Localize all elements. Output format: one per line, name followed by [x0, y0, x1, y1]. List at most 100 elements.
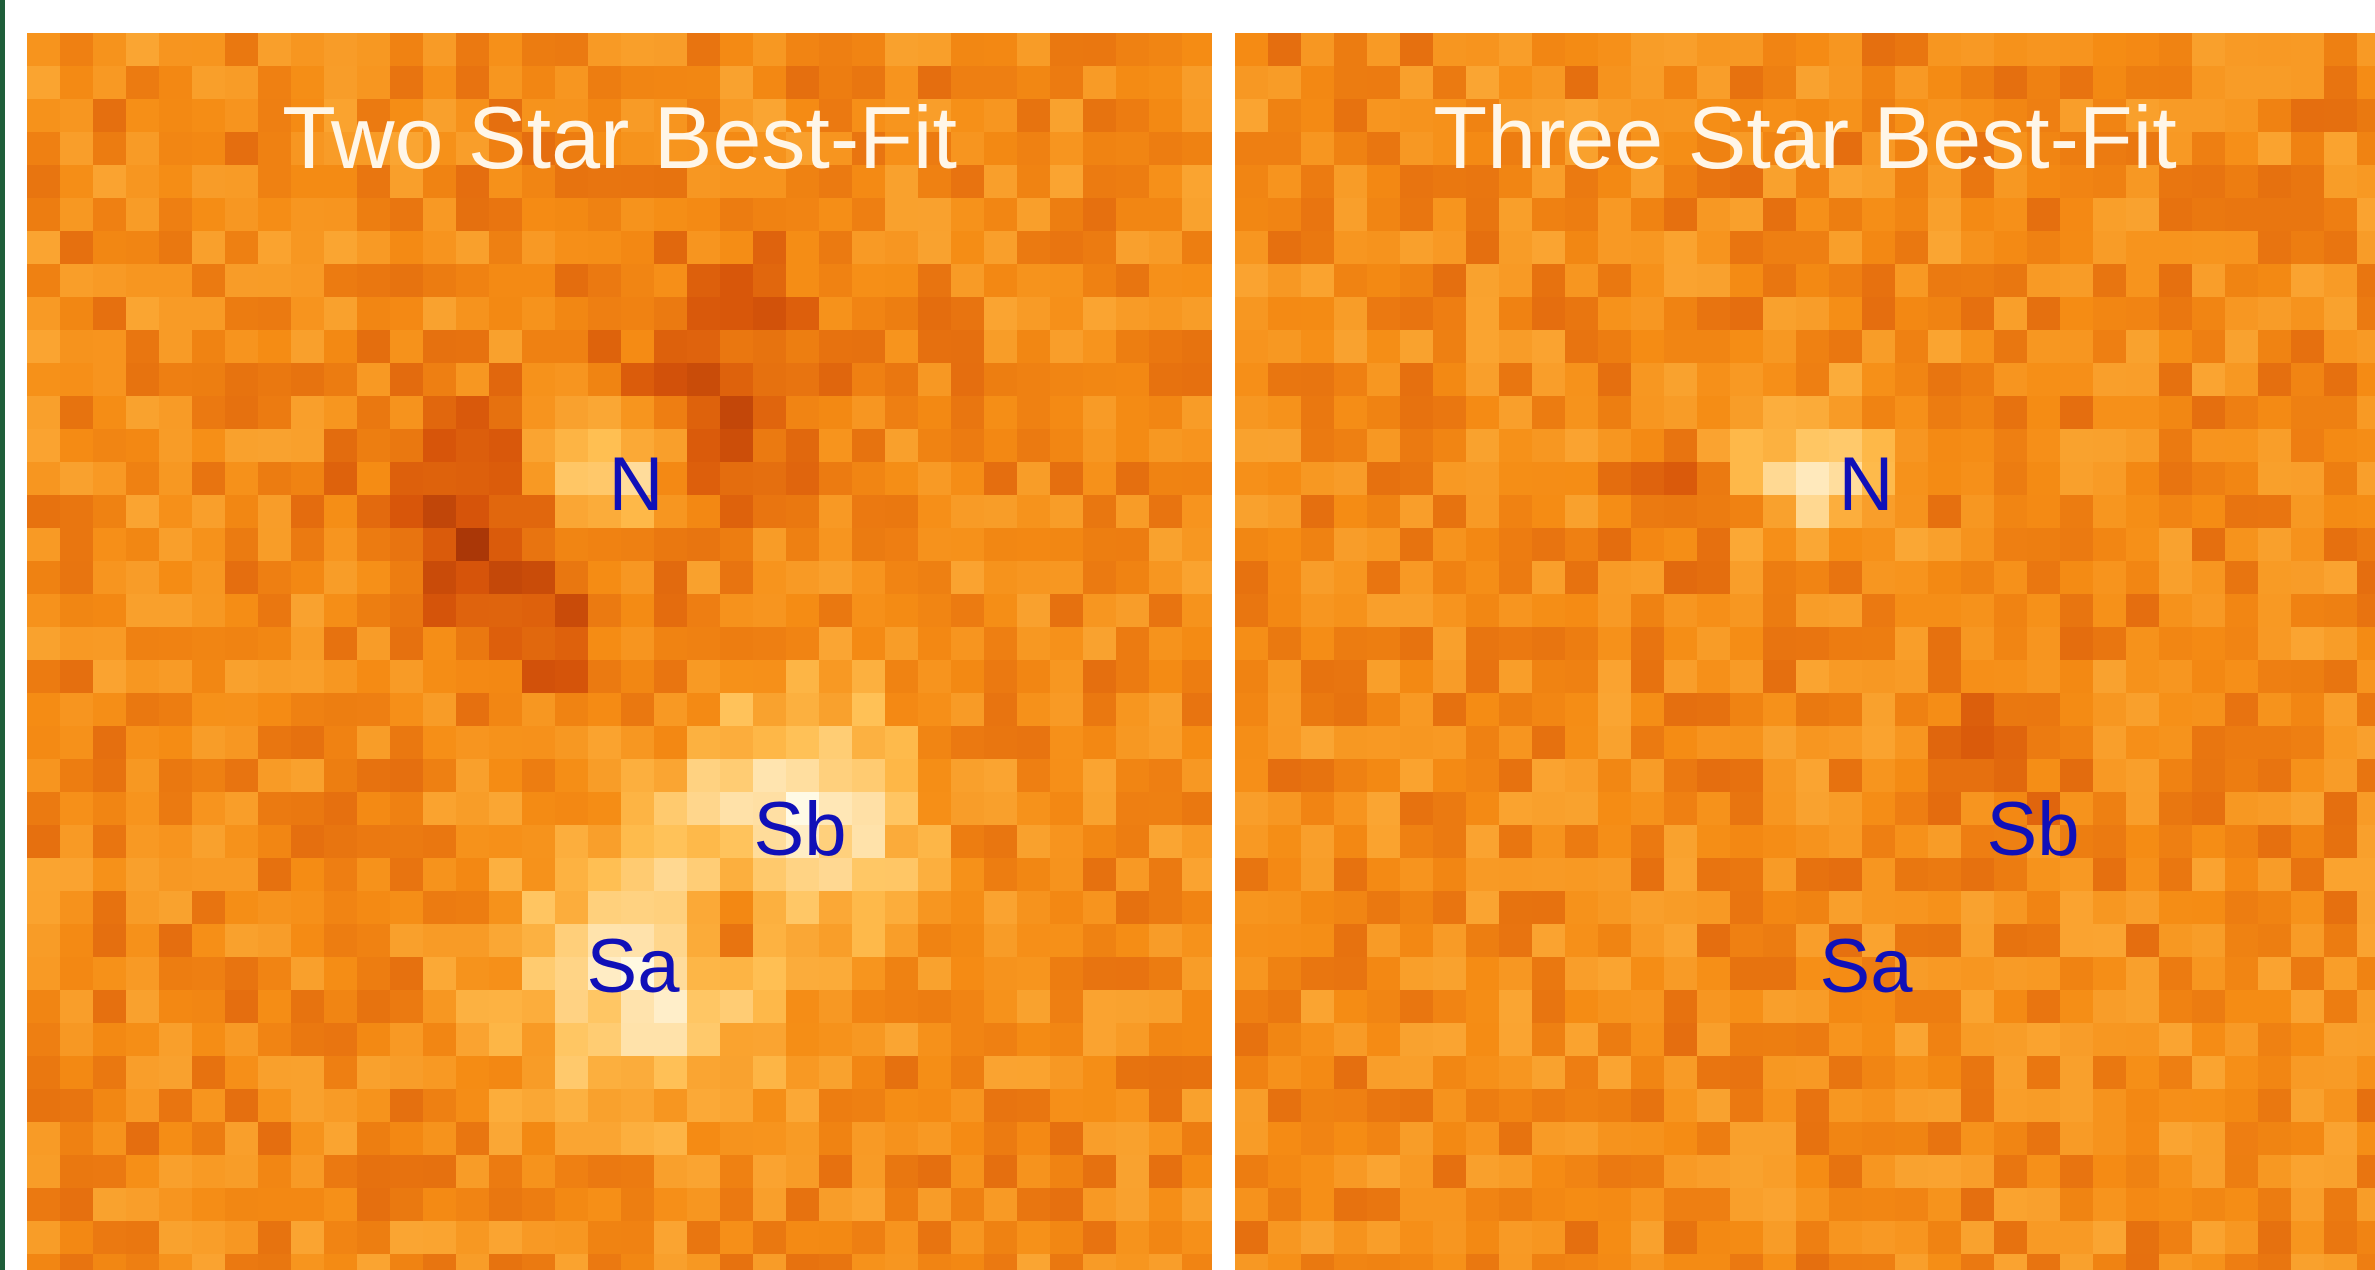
pixel: [1182, 726, 1212, 759]
pixel: [324, 462, 357, 495]
pixel: [2258, 924, 2291, 957]
pixel: [1334, 594, 1367, 627]
pixel: [984, 627, 1017, 660]
pixel: [1116, 264, 1149, 297]
pixel: [1994, 528, 2027, 561]
pixel: [1433, 693, 1466, 726]
pixel: [753, 957, 786, 990]
pixel: [1829, 561, 1862, 594]
pixel: [852, 528, 885, 561]
pixel: [423, 594, 456, 627]
pixel: [126, 396, 159, 429]
pixel: [2357, 1056, 2375, 1089]
pixel: [2126, 363, 2159, 396]
pixel: [2093, 462, 2126, 495]
pixel: [225, 1188, 258, 1221]
pixel: [1116, 330, 1149, 363]
pixel: [918, 495, 951, 528]
pixel: [1050, 594, 1083, 627]
pixel: [2093, 924, 2126, 957]
pixel: [1466, 957, 1499, 990]
pixel: [1149, 858, 1182, 891]
pixel: [423, 726, 456, 759]
pixel: [93, 396, 126, 429]
pixel: [1796, 429, 1829, 462]
pixel: [720, 1089, 753, 1122]
pixel: [1466, 1089, 1499, 1122]
pixel: [1050, 957, 1083, 990]
pixel: [456, 528, 489, 561]
pixel: [1149, 891, 1182, 924]
pixel: [1301, 594, 1334, 627]
pixel: [1400, 33, 1433, 66]
pixel: [60, 330, 93, 363]
pixel: [1697, 1023, 1730, 1056]
pixel: [885, 561, 918, 594]
pixel: [1697, 198, 1730, 231]
pixel: [984, 363, 1017, 396]
pixel: [1116, 33, 1149, 66]
pixel: [1895, 330, 1928, 363]
pixel: [324, 330, 357, 363]
pixel: [819, 297, 852, 330]
pixel: [819, 1254, 852, 1270]
pixel: [159, 693, 192, 726]
pixel: [159, 1089, 192, 1122]
pixel: [126, 594, 159, 627]
pixel: [1400, 594, 1433, 627]
pixel: [1182, 363, 1212, 396]
pixel: [2357, 429, 2375, 462]
pixel: [1994, 1254, 2027, 1270]
pixel: [984, 759, 1017, 792]
pixel: [885, 1254, 918, 1270]
pixel: [27, 759, 60, 792]
pixel: [1466, 561, 1499, 594]
pixel: [1235, 957, 1268, 990]
pixel: [621, 660, 654, 693]
pixel: [1565, 429, 1598, 462]
pixel: [1334, 330, 1367, 363]
pixel: [1961, 1089, 1994, 1122]
pixel: [1433, 1221, 1466, 1254]
pixel: [819, 594, 852, 627]
pixel: [423, 198, 456, 231]
pixel: [1149, 1023, 1182, 1056]
pixel: [2357, 858, 2375, 891]
pixel: [1829, 1155, 1862, 1188]
pixel: [489, 627, 522, 660]
pixel: [522, 1155, 555, 1188]
pixel: [291, 528, 324, 561]
pixel: [225, 792, 258, 825]
pixel: [2357, 330, 2375, 363]
pixel: [1083, 660, 1116, 693]
pixel: [1994, 1023, 2027, 1056]
pixel: [1499, 726, 1532, 759]
pixel: [1083, 330, 1116, 363]
pixel: [786, 990, 819, 1023]
pixel: [1862, 33, 1895, 66]
pixel: [1763, 33, 1796, 66]
pixel: [1532, 561, 1565, 594]
pixel: [1862, 330, 1895, 363]
pixel: [225, 924, 258, 957]
pixel: [1763, 627, 1796, 660]
pixel: [2060, 693, 2093, 726]
pixel: [1116, 1221, 1149, 1254]
pixel: [885, 660, 918, 693]
pixel: [1895, 1221, 1928, 1254]
pixel: [1895, 660, 1928, 693]
pixel: [93, 858, 126, 891]
pixel: [192, 462, 225, 495]
pixel: [819, 627, 852, 660]
pixel: [1116, 462, 1149, 495]
pixel: [1466, 396, 1499, 429]
pixel: [489, 1056, 522, 1089]
pixel: [1083, 231, 1116, 264]
pixel: [1334, 297, 1367, 330]
pixel: [1116, 1122, 1149, 1155]
pixel: [489, 594, 522, 627]
pixel: [225, 726, 258, 759]
pixel: [2258, 33, 2291, 66]
pixel: [2192, 1254, 2225, 1270]
pixel: [951, 825, 984, 858]
